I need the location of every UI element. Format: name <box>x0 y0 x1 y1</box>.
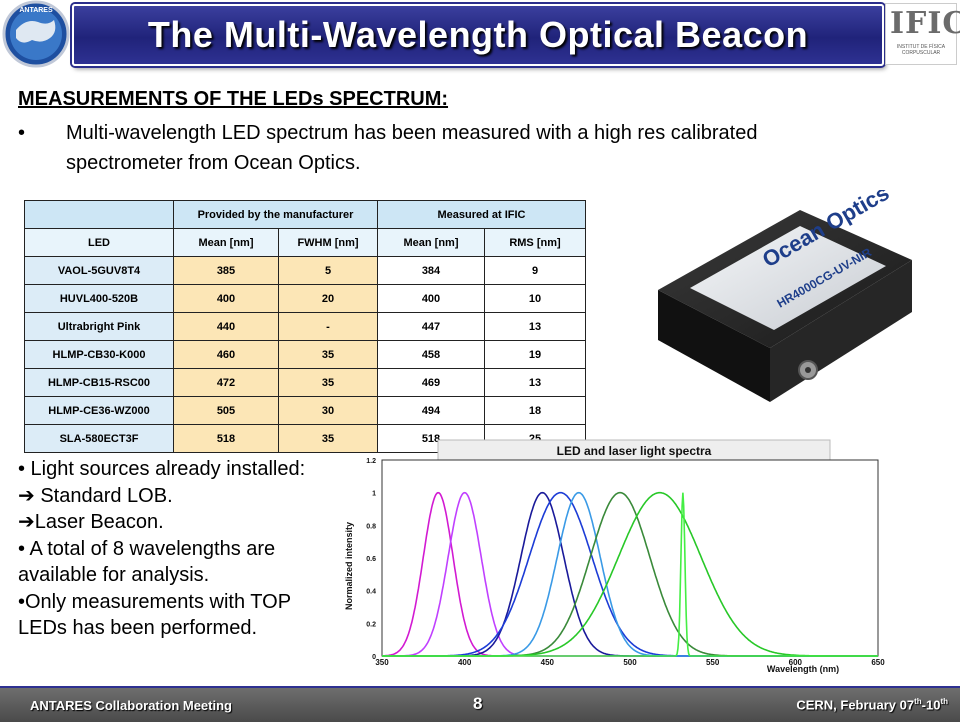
section-heading: MEASUREMENTS OF THE LEDs SPECTRUM: <box>18 88 449 110</box>
table-cell-led: SLA-580ECT3F <box>24 424 174 453</box>
table-row: HLMP-CB30-K000 460 35 458 19 <box>24 340 586 369</box>
table-cell: 35 <box>278 424 378 453</box>
table-header-ific-rms: RMS [nm] <box>484 228 586 257</box>
table-cell-led: Ultrabright Pink <box>24 312 174 341</box>
table-cell: 518 <box>173 424 279 453</box>
table-cell: 385 <box>173 256 279 285</box>
table-cell: 18 <box>484 396 586 425</box>
antares-logo-text: ANTARES <box>19 7 53 14</box>
table-cell: 440 <box>173 312 279 341</box>
table-row: Ultrabright Pink 440 - 447 13 <box>24 312 586 341</box>
list-item: • A total of 8 wavelengths are <box>18 537 276 560</box>
lower-bullet-list: • Light sources already installed: ➔ Sta… <box>18 456 318 642</box>
x-tick-label: 350 <box>375 658 389 667</box>
table-cell-led: HLMP-CE36-WZ000 <box>24 396 174 425</box>
x-tick-label: 650 <box>871 658 885 667</box>
table-row: HLMP-CE36-WZ000 505 30 494 18 <box>24 396 586 425</box>
table-group-header-ific: Measured at IFIC <box>377 200 586 229</box>
spectrometer-photo-icon: Ocean Optics HR4000CG-UV-NIR <box>658 190 912 402</box>
bullet-dot: • <box>18 122 26 144</box>
table-header-empty <box>24 200 174 229</box>
table-row: HLMP-CB15-RSC00 472 35 469 13 <box>24 368 586 397</box>
y-tick-label: 0 <box>372 654 376 661</box>
table-header-mfr-fwhm: FWHM [nm] <box>278 228 378 257</box>
plot-area <box>381 459 879 657</box>
list-item: available for analysis. <box>18 564 210 586</box>
table-cell: 19 <box>484 340 586 369</box>
table-cell: 10 <box>484 284 586 313</box>
table-cell: 9 <box>484 256 586 285</box>
x-tick-label: 600 <box>789 658 803 667</box>
title-banner: The Multi-Wavelength Optical Beacon <box>72 4 884 66</box>
chart-title: LED and laser light spectra <box>557 444 712 458</box>
table-cell: 13 <box>484 312 586 341</box>
table-row: VAOL-5GUV8T4 385 5 384 9 <box>24 256 586 285</box>
x-tick-label: 400 <box>458 658 472 667</box>
led-table: Provided by the manufacturer Measured at… <box>24 200 586 453</box>
y-tick-label: 1.2 <box>366 458 376 465</box>
y-tick-label: 0.6 <box>366 556 376 563</box>
series-line <box>382 492 878 657</box>
table-cell-led: VAOL-5GUV8T4 <box>24 256 174 285</box>
table-cell: 458 <box>377 340 485 369</box>
table-header-row: LED Mean [nm] FWHM [nm] Mean [nm] RMS [n… <box>24 228 586 257</box>
table-cell: 494 <box>377 396 485 425</box>
x-tick-label: 450 <box>541 658 555 667</box>
list-item: • Light sources already installed: <box>18 458 306 480</box>
list-item: ➔ Standard LOB. <box>18 484 173 507</box>
table-cell-led: HLMP-CB30-K000 <box>24 340 174 369</box>
footer-meeting: ANTARES Collaboration Meeting <box>30 698 232 713</box>
page-number: 8 <box>473 694 483 713</box>
ific-logo-text: IFIC <box>890 6 960 41</box>
table-header-led: LED <box>24 228 174 257</box>
x-tick-label: 550 <box>706 658 720 667</box>
table-header-ific-mean: Mean [nm] <box>377 228 485 257</box>
table-cell: 400 <box>173 284 279 313</box>
list-item: •Only measurements with TOP <box>18 590 292 613</box>
table-cell-led: HUVL400-520B <box>24 284 174 313</box>
spectra-chart: LED and laser light spectra 350 400 450 500… <box>344 439 885 674</box>
table-cell: 400 <box>377 284 485 313</box>
footer-date: CERN, February 07th-10th <box>796 697 948 712</box>
y-tick-label: 0.2 <box>366 621 376 628</box>
bullet-text: Multi-wavelength LED spectrum has been m… <box>66 122 758 174</box>
y-tick-label: 1 <box>372 491 376 498</box>
table-cell: 472 <box>173 368 279 397</box>
table-cell: 13 <box>484 368 586 397</box>
table-cell: - <box>278 312 378 341</box>
ific-logo-icon: IFIC INSTITUT DE FÍSICA CORPUSCULAR <box>885 3 960 65</box>
footer-bar: ANTARES Collaboration Meeting 8 CERN, Fe… <box>0 686 960 722</box>
footer-date-sup1: th <box>914 697 922 706</box>
table-cell: 5 <box>278 256 378 285</box>
footer-date-sup2: th <box>940 697 948 706</box>
table-header-mfr-mean: Mean [nm] <box>173 228 279 257</box>
table-cell-led: HLMP-CB15-RSC00 <box>24 368 174 397</box>
table-cell: 35 <box>278 368 378 397</box>
y-tick-label: 0.4 <box>366 589 376 596</box>
table-cell: 447 <box>377 312 485 341</box>
antares-logo-icon: ANTARES <box>2 0 70 68</box>
table-cell: 35 <box>278 340 378 369</box>
table-cell: 469 <box>377 368 485 397</box>
list-item: LEDs has been performed. <box>18 617 258 639</box>
table-cell: 460 <box>173 340 279 369</box>
table-cell: 30 <box>278 396 378 425</box>
table-group-header-row: Provided by the manufacturer Measured at… <box>24 200 586 229</box>
table-cell: 384 <box>377 256 485 285</box>
table-cell: 20 <box>278 284 378 313</box>
footer-date-prefix: CERN, February 07 <box>796 697 915 713</box>
list-item: ➔Laser Beacon. <box>18 511 164 533</box>
ific-logo-subtext: INSTITUT DE FÍSICA CORPUSCULAR <box>896 44 946 56</box>
table-cell: 505 <box>173 396 279 425</box>
chart-ylabel: Normalized intensity <box>344 522 354 610</box>
table-group-header-manufacturer: Provided by the manufacturer <box>173 200 378 229</box>
y-tick-label: 0.8 <box>366 523 376 530</box>
table-row: HUVL400-520B 400 20 400 10 <box>24 284 586 313</box>
chart-xlabel: Wavelength (nm) <box>767 664 839 674</box>
footer-date-mid: -10 <box>921 697 941 713</box>
page-title: The Multi-Wavelength Optical Beacon <box>147 14 809 55</box>
x-tick-label: 500 <box>623 658 637 667</box>
